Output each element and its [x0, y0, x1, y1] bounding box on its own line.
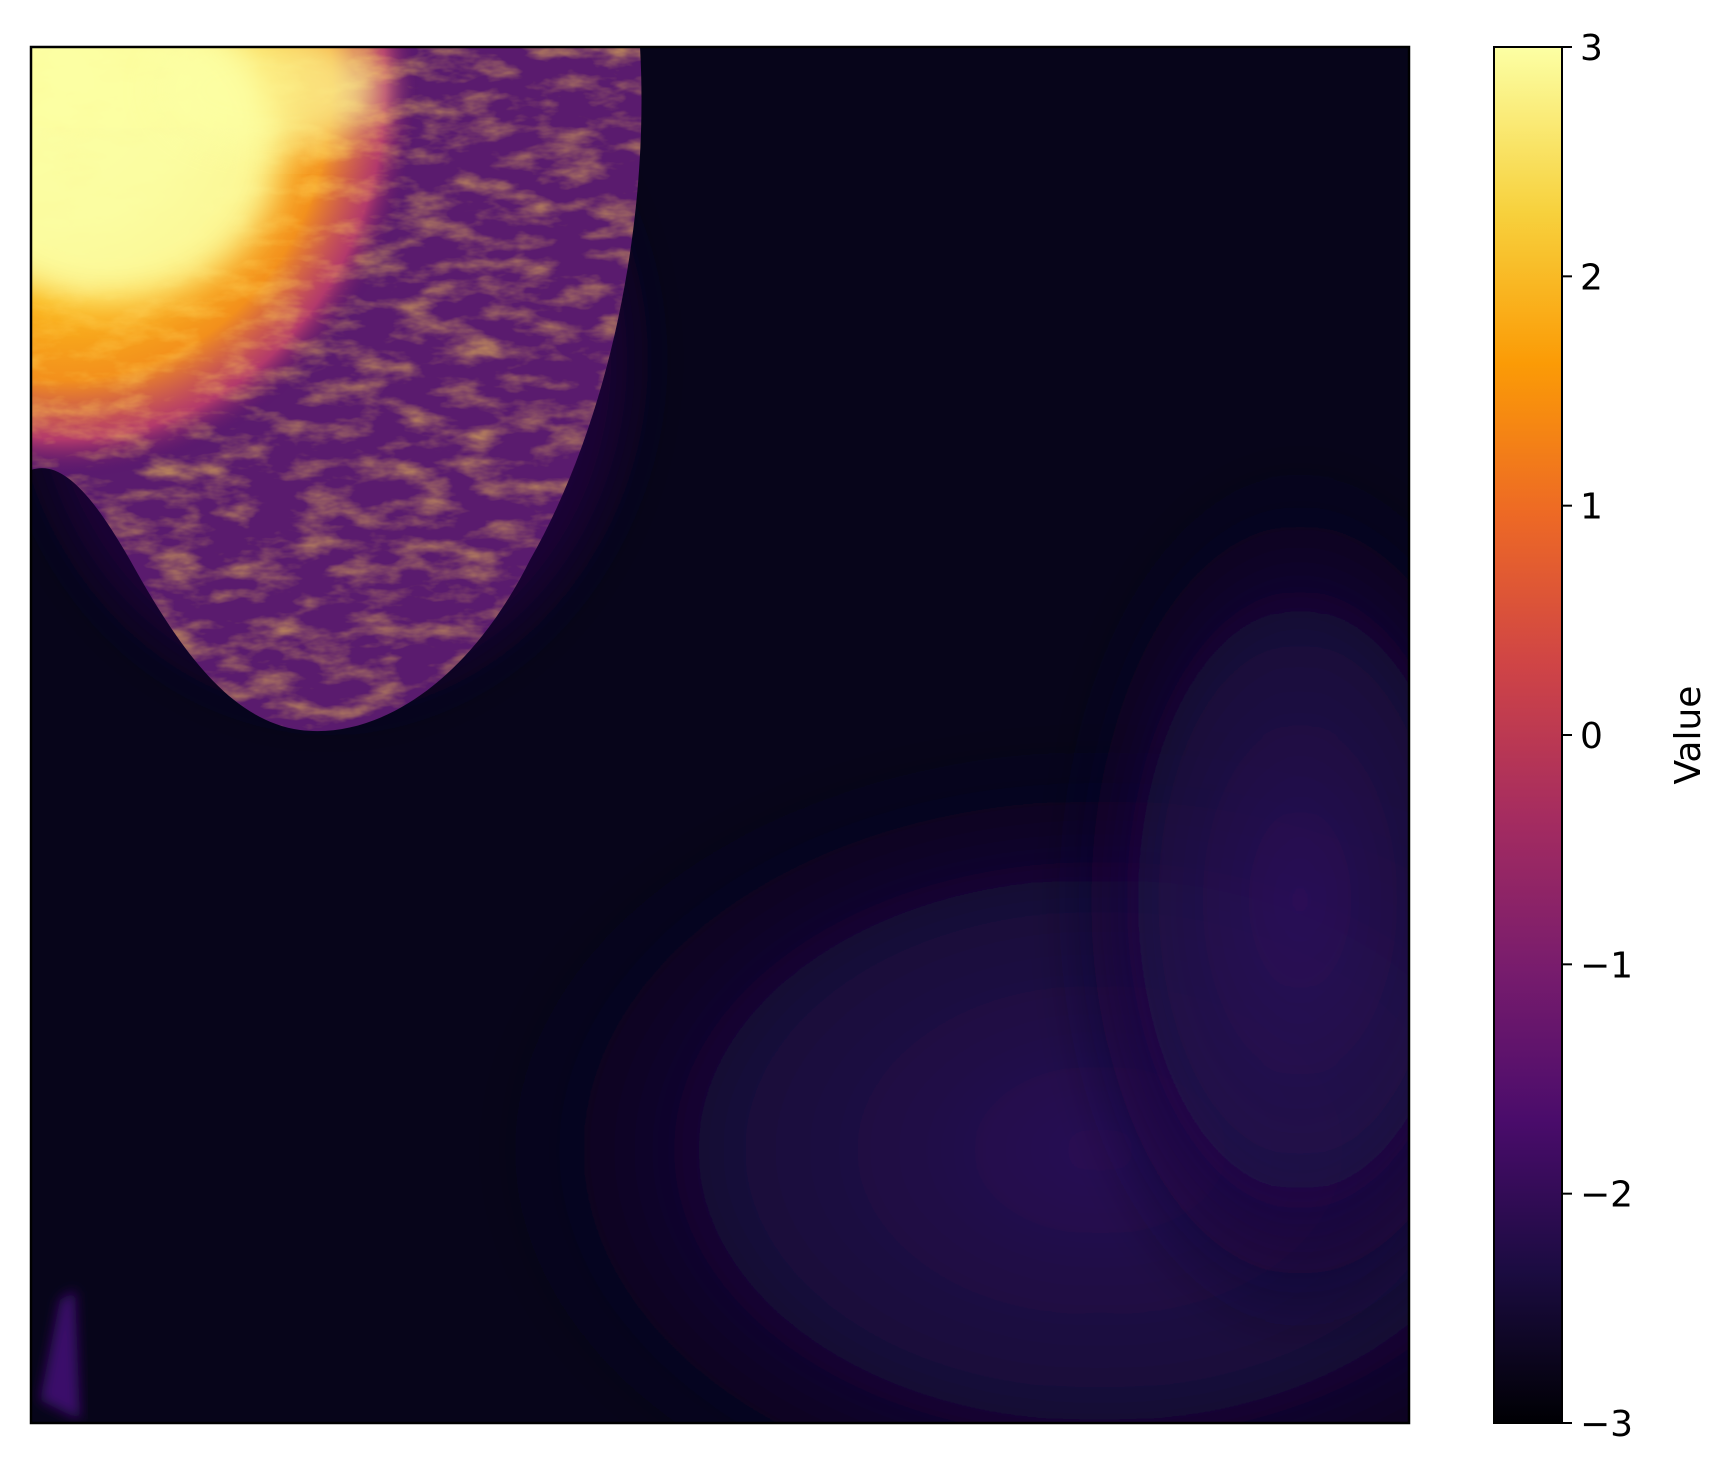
- colorbar: 3 2 1 0 −1 −2 −3 Value: [1493, 28, 1709, 1445]
- plot-frame: [29, 45, 1411, 1425]
- colorbar-tick-label: 2: [1580, 257, 1603, 298]
- colorbar-tick-label: −1: [1580, 945, 1633, 986]
- colorbar-gradient: [1493, 46, 1563, 1424]
- colorbar-label: Value: [1668, 686, 1709, 785]
- colorbar-ticks: 3 2 1 0 −1 −2 −3: [1562, 28, 1633, 1445]
- colorbar-tick-label: 3: [1580, 28, 1603, 69]
- colorbar-tick-label: −3: [1580, 1404, 1633, 1445]
- colorbar-tick-label: 1: [1580, 487, 1603, 528]
- colorbar-tick-label: 0: [1580, 716, 1603, 757]
- colorbar-tick-label: −2: [1580, 1175, 1633, 1216]
